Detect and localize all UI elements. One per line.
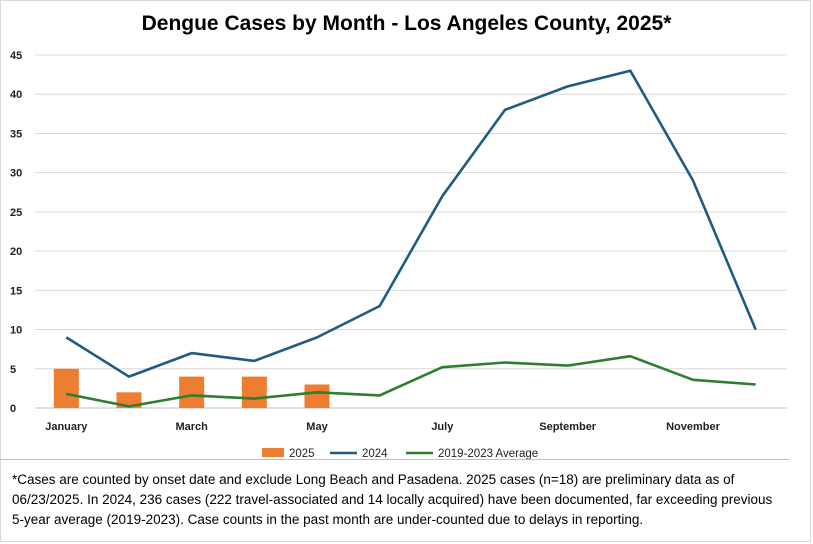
- x-tick-label: November: [666, 421, 721, 433]
- y-axis: 0 5 10 15 20 25 30 35 40 45: [10, 50, 22, 415]
- x-tick-label: March: [175, 421, 208, 433]
- x-tick-label: September: [539, 421, 597, 433]
- bar-january: [53, 368, 79, 408]
- y-tick-label: 15: [10, 285, 22, 297]
- y-tick-label: 40: [10, 89, 22, 101]
- y-tick-label: 5: [10, 364, 16, 376]
- y-tick-label: 0: [10, 403, 16, 415]
- y-tick-label: 20: [10, 246, 22, 258]
- legend-label-2025: 2025: [289, 448, 315, 460]
- line-series: [65, 69, 757, 408]
- legend-label-2019-2023-average: 2019-2023 Average: [438, 448, 538, 460]
- y-tick-label: 35: [10, 128, 22, 140]
- x-axis: January March May July September November: [45, 421, 720, 433]
- legend-label-2024: 2024: [362, 448, 388, 460]
- bar-may: [304, 384, 330, 408]
- bar-march: [179, 376, 205, 408]
- bar-april: [241, 376, 267, 408]
- y-tick-label: 45: [10, 50, 22, 62]
- footnote-box: *Cases are counted by onset date and exc…: [0, 459, 790, 542]
- y-tick-label: 30: [10, 168, 22, 180]
- x-tick-label: January: [45, 421, 88, 433]
- x-tick-label: May: [306, 421, 328, 433]
- chart-title: Dengue Cases by Month - Los Angeles Coun…: [141, 12, 672, 35]
- x-tick-label: July: [431, 421, 454, 433]
- bar-series-2025: [53, 368, 330, 408]
- legend-swatch-2025: [262, 448, 284, 457]
- line-series-2024: [65, 69, 757, 378]
- y-tick-label: 25: [10, 207, 22, 219]
- y-tick-label: 10: [10, 325, 22, 337]
- footnote-text: *Cases are counted by onset date and exc…: [12, 472, 773, 527]
- line-series-2019-2023-average: [66, 354, 756, 408]
- legend: 2025 2024 2019-2023 Average: [262, 448, 538, 460]
- gridlines: [35, 54, 787, 409]
